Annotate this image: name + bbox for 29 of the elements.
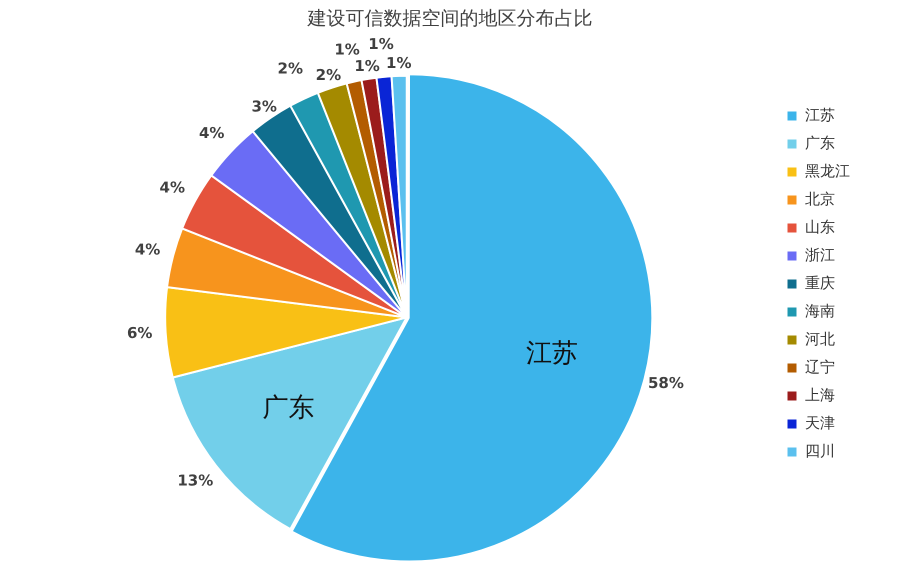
legend-label: 重庆 — [805, 274, 835, 292]
data-label: 13% — [177, 471, 214, 490]
legend-label: 山东 — [805, 218, 835, 236]
data-label: 1% — [386, 54, 412, 72]
legend-label: 广东 — [805, 134, 835, 152]
data-label: 4% — [134, 240, 160, 259]
data-label: 1% — [354, 56, 380, 75]
slice-label: 广东 — [262, 392, 314, 423]
data-label: 6% — [126, 324, 152, 342]
data-label: 3% — [251, 98, 277, 116]
data-label: 4% — [160, 178, 185, 196]
slice-label: 江苏 — [526, 338, 578, 368]
legend-label: 北京 — [805, 190, 835, 208]
data-label: 1% — [334, 40, 360, 58]
legend-label: 河北 — [805, 330, 835, 348]
legend-label: 黑龙江 — [805, 162, 850, 180]
data-label: 4% — [198, 124, 224, 142]
legend-label: 江苏 — [805, 106, 835, 124]
legend-label: 天津 — [805, 414, 835, 432]
data-label: 2% — [278, 60, 303, 78]
legend-label: 四川 — [805, 442, 835, 460]
legend-label: 海南 — [805, 302, 835, 320]
data-label: 1% — [368, 34, 394, 53]
legend-label: 上海 — [805, 386, 835, 404]
legend-label: 辽宁 — [805, 358, 835, 376]
legend-label: 浙江 — [805, 246, 835, 264]
chart-title: 建设可信数据空间的地区分布占比 — [306, 7, 592, 30]
data-label: 2% — [316, 66, 342, 84]
data-label: 58% — [648, 374, 684, 392]
